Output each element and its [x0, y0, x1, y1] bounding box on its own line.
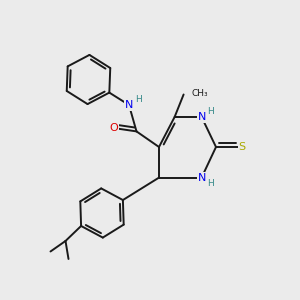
Text: S: S — [238, 142, 246, 152]
Text: N: N — [197, 172, 206, 183]
Text: H: H — [207, 107, 214, 116]
Text: H: H — [135, 94, 141, 103]
Text: N: N — [197, 112, 206, 122]
Text: O: O — [109, 123, 118, 134]
Text: H: H — [207, 178, 214, 188]
Text: CH₃: CH₃ — [191, 89, 208, 98]
Text: N: N — [125, 100, 133, 110]
